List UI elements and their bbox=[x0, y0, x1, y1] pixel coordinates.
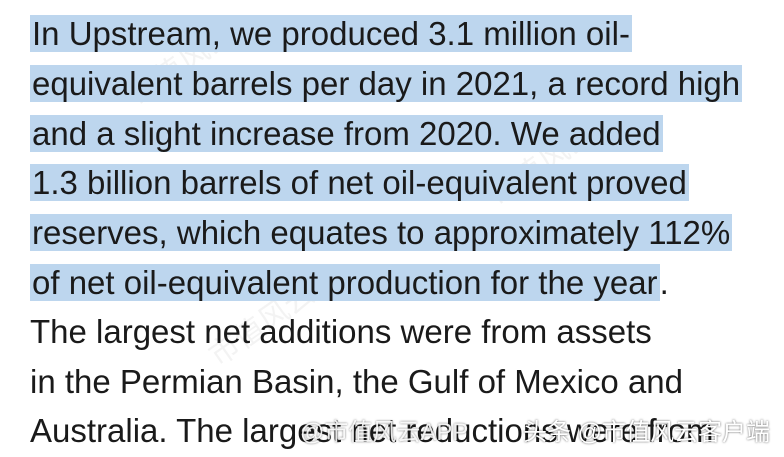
highlighted-text: 1.3 billion barrels of net oil-equivalen… bbox=[30, 164, 689, 201]
text-line-1: In Upstream, we produced 3.1 million oil… bbox=[30, 14, 632, 54]
body-text: Australia. The largest net reductions we… bbox=[30, 412, 714, 449]
highlighted-text: reserves, which equates to approximately… bbox=[30, 214, 733, 251]
text-line-8: in the Permian Basin, the Gulf of Mexico… bbox=[30, 362, 683, 402]
text-line-9: Australia. The largest net reductions we… bbox=[30, 411, 714, 451]
corner-watermark: 头条 @市值风云客户端 bbox=[522, 419, 770, 446]
body-text: in the Permian Basin, the Gulf of Mexico… bbox=[30, 363, 684, 400]
text-line-4: 1.3 billion barrels of net oil-equivalen… bbox=[30, 163, 689, 203]
text-line-6: of net oil-equivalent production for the… bbox=[30, 263, 669, 303]
highlighted-text: equivalent barrels per day in 2021, a re… bbox=[30, 65, 743, 102]
text-line-5: reserves, which equates to approximately… bbox=[30, 213, 733, 253]
highlighted-text: of net oil-equivalent production for the… bbox=[30, 264, 660, 301]
highlighted-text: and a slight increase from 2020. We adde… bbox=[30, 115, 663, 152]
highlighted-text: In Upstream, we produced 3.1 million oil… bbox=[30, 15, 632, 52]
trailing-period: . bbox=[659, 264, 669, 301]
body-text: The largest net additions were from asse… bbox=[30, 313, 652, 350]
text-line-3: and a slight increase from 2020. We adde… bbox=[30, 114, 663, 154]
text-line-7: The largest net additions were from asse… bbox=[30, 312, 652, 352]
center-watermark: @市值风云APP bbox=[300, 419, 469, 446]
text-line-2: equivalent barrels per day in 2021, a re… bbox=[30, 64, 743, 104]
